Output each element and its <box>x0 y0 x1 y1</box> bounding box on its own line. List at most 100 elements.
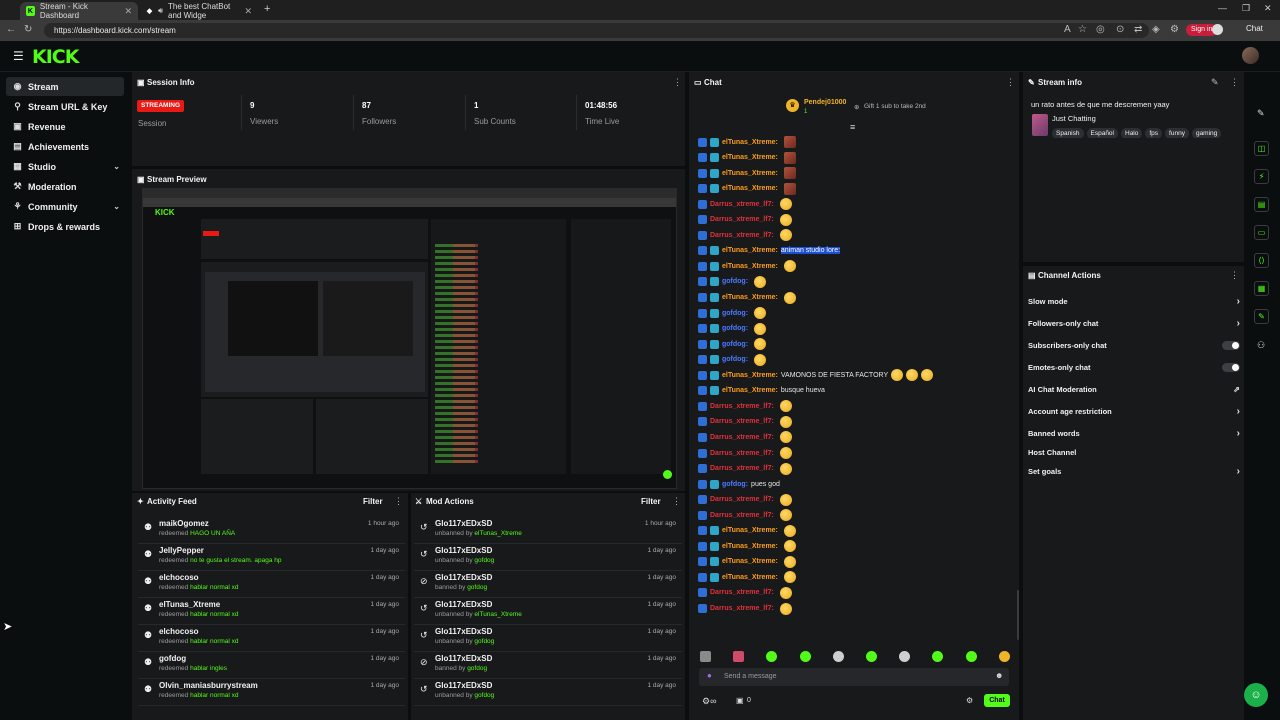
menu-icon[interactable]: ☰ <box>13 49 24 63</box>
channel-action-set-goals[interactable]: Set goals › <box>1028 462 1240 480</box>
sidebar-item-community[interactable]: ⚘ Community ⌄ <box>6 197 124 216</box>
mod-target-user[interactable]: Glo117xEDxSD <box>435 654 493 663</box>
emote-shortcut-icon[interactable] <box>866 651 877 662</box>
channel-action-slow-mode[interactable]: Slow mode › <box>1028 292 1240 310</box>
tag[interactable]: gaming <box>1191 128 1222 138</box>
chat-username[interactable]: elTunas_Xtreme: <box>722 573 778 581</box>
chat-username[interactable]: elTunas_Xtreme: <box>722 138 778 146</box>
chat-username[interactable]: elTunas_Xtreme: <box>722 247 778 255</box>
chat-message[interactable]: elTunas_Xtreme: <box>698 135 796 149</box>
activity-row[interactable]: ⚉ gofdog redeemed hablar ingles 1 day ago <box>138 652 405 679</box>
channel-action-banned-words[interactable]: Banned words › <box>1028 424 1240 442</box>
chat-message[interactable]: Darrus_xtreme_lf7: <box>698 586 792 600</box>
chat-username[interactable]: gofdog: <box>722 340 749 348</box>
emote-picker-icon[interactable]: ● <box>707 671 712 680</box>
stream-info-menu-icon[interactable]: ⋮ <box>1230 77 1239 87</box>
mod-target-user[interactable]: Glo117xEDxSD <box>435 573 493 582</box>
browser-tab-chatbot[interactable]: ◆ 🔊︎ The best ChatBot and Widge ✕ <box>140 2 258 20</box>
tag[interactable]: Halo <box>1121 128 1143 138</box>
chat-message[interactable]: elTunas_Xtreme: VAMONOS DE FIESTA FACTORY <box>698 368 934 382</box>
settings-gear-icon[interactable]: ⚙ <box>966 696 974 705</box>
chat-message[interactable]: Darrus_xtreme_lf7: <box>698 213 792 227</box>
activity-filter-button[interactable]: Filter <box>363 497 383 506</box>
chat-username[interactable]: gofdog: <box>722 278 749 286</box>
mod-target-user[interactable]: Glo117xEDxSD <box>435 681 493 690</box>
chat-username[interactable]: elTunas_Xtreme: <box>722 154 778 162</box>
tag[interactable]: Español <box>1086 128 1118 138</box>
rail-lightning-icon[interactable]: ⚡︎ <box>1254 169 1269 184</box>
chat-username[interactable]: elTunas_Xtreme: <box>722 294 778 301</box>
activity-user[interactable]: maikOgomez <box>159 519 209 528</box>
sidebar-item-drops-rewards[interactable]: ⊞ Drops & rewards <box>6 217 124 236</box>
activity-user[interactable]: elchocoso <box>159 627 199 636</box>
minimize-icon[interactable]: — <box>1218 3 1227 13</box>
extension-4-icon[interactable]: ◈ <box>1152 24 1160 35</box>
mod-target-user[interactable]: Glo117xEDxSD <box>435 627 493 636</box>
chat-message[interactable]: Darrus_xtreme_lf7: <box>698 197 792 211</box>
new-tab-icon[interactable]: + <box>264 3 271 15</box>
chat-message[interactable]: Darrus_xtreme_lf7: <box>698 508 792 522</box>
chat-username[interactable]: elTunas_Xtreme: <box>722 169 778 177</box>
tag[interactable]: funny <box>1165 128 1189 138</box>
maximize-icon[interactable]: ❐ <box>1242 3 1251 13</box>
bookmark-star-icon[interactable]: ☆ <box>1078 24 1087 35</box>
sidebar-item-revenue[interactable]: ▣ Revenue <box>6 117 124 136</box>
chat-username[interactable]: Darrus_xtreme_lf7: <box>710 216 774 224</box>
chat-send-button[interactable]: Chat <box>984 694 1010 707</box>
mod-action-row[interactable]: ↺ Glo117xEDxSD unbanned by elTunas_Xtreme 1… <box>414 598 682 625</box>
chat-message[interactable]: Darrus_xtreme_lf7: <box>698 493 792 507</box>
chat-message[interactable]: Darrus_xtreme_lf7: <box>698 446 792 460</box>
chat-message[interactable]: elTunas_Xtreme: <box>698 151 796 165</box>
chat-username[interactable]: Darrus_xtreme_lf7: <box>710 418 774 426</box>
sidebar-item-moderation[interactable]: ⚒ Moderation <box>6 177 124 196</box>
chat-message[interactable]: Darrus_xtreme_lf7: <box>698 430 792 444</box>
activity-menu-icon[interactable]: ⋮ <box>394 496 403 506</box>
chat-message[interactable]: Darrus_xtreme_lf7: <box>698 228 792 242</box>
chat-message[interactable]: gofdog: <box>698 306 767 320</box>
mod-action-row[interactable]: ⊘ Glo117xEDxSD banned by gofdog 1 day ago <box>414 571 682 598</box>
reload-icon[interactable]: ↻ <box>24 24 33 35</box>
sidebar-item-stream[interactable]: ◉ Stream <box>6 77 124 96</box>
chat-username[interactable]: elTunas_Xtreme: <box>722 387 778 395</box>
pinned-user[interactable]: Pendej01000 <box>804 99 847 106</box>
rail-tool-icon[interactable]: ✎ <box>1254 309 1269 324</box>
chat-message[interactable]: elTunas_Xtreme: <box>698 555 796 569</box>
chat-message[interactable]: Darrus_xtreme_lf7: <box>698 602 792 616</box>
chat-username[interactable]: elTunas_Xtreme: <box>722 558 778 566</box>
chat-username[interactable]: elTunas_Xtreme: <box>722 185 778 193</box>
activity-user[interactable]: gofdog <box>159 654 187 663</box>
channel-action-subscribers-only-chat[interactable]: Subscribers-only chat <box>1028 336 1240 354</box>
chat-message[interactable]: gofdog: <box>698 275 767 289</box>
translate-icon[interactable]: A <box>1064 24 1071 35</box>
chat-message[interactable]: elTunas_Xtreme: animan studio lore: <box>698 244 841 258</box>
emote-shortcut-icon[interactable] <box>700 651 711 662</box>
chat-scrollbar[interactable] <box>1017 590 1019 640</box>
activity-row[interactable]: ⚉ JellyPepper redeemed no te gusta el stre… <box>138 544 405 571</box>
tag[interactable]: Spanish <box>1052 128 1084 138</box>
chat-username[interactable]: Darrus_xtreme_lf7: <box>710 402 774 410</box>
emote-shortcut-icon[interactable] <box>832 651 844 662</box>
channel-action-emotes-only-chat[interactable]: Emotes-only chat <box>1028 358 1240 376</box>
chat-message[interactable]: elTunas_Xtreme: <box>698 182 796 196</box>
close-tab-icon[interactable]: ✕ <box>244 5 252 16</box>
chat-message[interactable]: elTunas_Xtreme: <box>698 166 796 180</box>
activity-user[interactable]: Olvin_maniasburrystream <box>159 681 258 690</box>
emote-shortcut-icon[interactable] <box>799 651 811 662</box>
channel-action-account-age-restriction[interactable]: Account age restriction › <box>1028 402 1240 420</box>
rail-code-icon[interactable]: ⟨⟩ <box>1254 253 1269 268</box>
channel-action-ai-chat-moderation[interactable]: AI Chat Moderation ⇗ <box>1028 380 1240 398</box>
mod-target-user[interactable]: Glo117xEDxSD <box>435 600 493 609</box>
extension-icon[interactable]: ◎ <box>1096 24 1105 35</box>
chat-message[interactable]: elTunas_Xtreme: <box>698 291 796 305</box>
session-menu-icon[interactable]: ⋮ <box>673 77 682 87</box>
rail-chat-icon[interactable]: ▭ <box>1254 225 1269 240</box>
chat-username[interactable]: Darrus_xtreme_lf7: <box>710 589 774 597</box>
chat-username[interactable]: Darrus_xtreme_lf7: <box>710 449 774 457</box>
chat-message[interactable]: elTunas_Xtreme: <box>698 539 796 553</box>
emote-shortcut-icon[interactable] <box>733 651 745 662</box>
rail-people-icon[interactable]: ⚇ <box>1257 340 1266 350</box>
emoji-icon[interactable]: ☻ <box>995 671 1004 680</box>
mod-filter-button[interactable]: Filter <box>641 497 661 506</box>
toggle-switch[interactable] <box>1222 340 1240 350</box>
avatar[interactable] <box>1242 47 1259 64</box>
